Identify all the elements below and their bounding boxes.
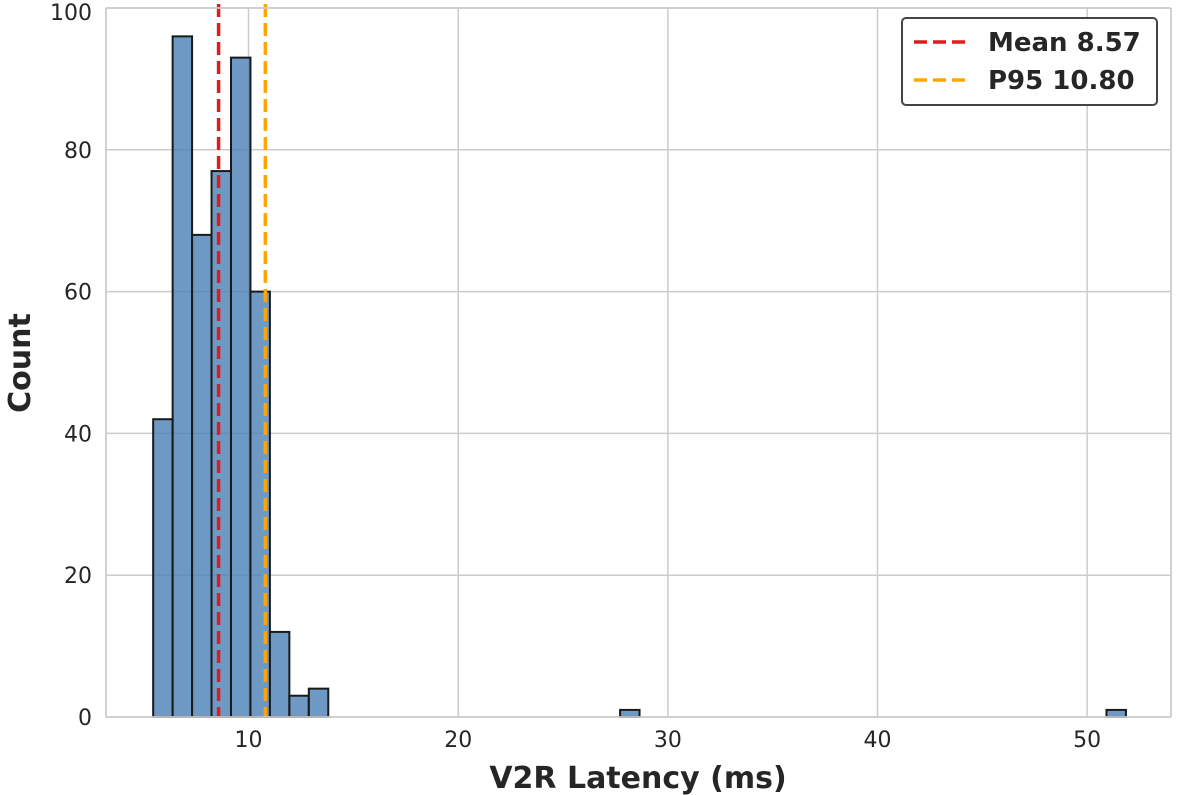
- y-tick-label: 0: [78, 706, 92, 731]
- x-tick-label: 20: [444, 728, 472, 753]
- y-tick-label: 60: [64, 281, 92, 306]
- y-tick-label: 100: [50, 1, 92, 26]
- x-axis-label: V2R Latency (ms): [489, 761, 786, 795]
- x-tick-label: 30: [654, 728, 682, 753]
- histogram-bar: [619, 708, 641, 718]
- x-tick-label: 50: [1073, 728, 1101, 753]
- histogram-bar: [288, 694, 310, 718]
- x-tick-label: 10: [235, 728, 263, 753]
- histogram-bar: [307, 687, 330, 719]
- histogram-bar: [1105, 708, 1127, 718]
- legend-label: P95 10.80: [988, 66, 1135, 96]
- histogram-bar: [210, 170, 232, 718]
- histogram-bar: [229, 56, 252, 718]
- y-axis-label: Count: [3, 313, 38, 413]
- histogram-bar: [171, 35, 194, 719]
- y-tick-label: 40: [64, 422, 92, 447]
- legend: Mean 8.57 P95 10.80: [901, 17, 1158, 106]
- y-tick-label: 20: [64, 564, 92, 589]
- histogram-bar: [191, 233, 213, 718]
- y-tick-label: 80: [64, 139, 92, 164]
- legend-label: Mean 8.57: [988, 28, 1141, 58]
- histogram-bar: [268, 630, 291, 718]
- x-tick-label: 40: [863, 728, 891, 753]
- legend-box: [901, 17, 1158, 106]
- histogram-bar: [152, 418, 174, 718]
